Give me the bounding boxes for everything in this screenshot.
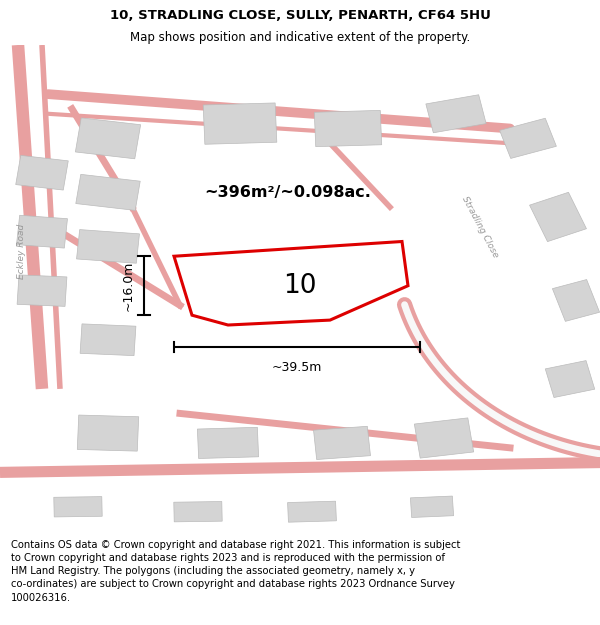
- Bar: [76, 118, 140, 159]
- Bar: [17, 275, 67, 306]
- Bar: [77, 229, 139, 263]
- Bar: [77, 415, 139, 451]
- Text: ~39.5m: ~39.5m: [272, 361, 322, 374]
- Bar: [203, 103, 277, 144]
- Text: Stradling Close: Stradling Close: [460, 194, 500, 259]
- Bar: [16, 156, 68, 190]
- Bar: [545, 361, 595, 398]
- Bar: [314, 426, 370, 459]
- Bar: [76, 174, 140, 211]
- Polygon shape: [174, 241, 408, 325]
- Bar: [54, 497, 102, 517]
- Text: Contains OS data © Crown copyright and database right 2021. This information is : Contains OS data © Crown copyright and d…: [11, 540, 460, 602]
- Text: ~396m²/~0.098ac.: ~396m²/~0.098ac.: [205, 185, 371, 200]
- Bar: [314, 111, 382, 147]
- Bar: [80, 324, 136, 356]
- Bar: [530, 192, 586, 242]
- Bar: [197, 428, 259, 459]
- Bar: [174, 501, 222, 522]
- Text: Map shows position and indicative extent of the property.: Map shows position and indicative extent…: [130, 31, 470, 44]
- Text: Eckley Road: Eckley Road: [17, 224, 25, 279]
- Text: 10: 10: [283, 272, 317, 299]
- Bar: [500, 118, 556, 158]
- Bar: [415, 418, 473, 458]
- Bar: [410, 496, 454, 518]
- Bar: [426, 95, 486, 132]
- Bar: [553, 279, 599, 321]
- Text: ~16.0m: ~16.0m: [122, 261, 135, 311]
- Text: 10, STRADLING CLOSE, SULLY, PENARTH, CF64 5HU: 10, STRADLING CLOSE, SULLY, PENARTH, CF6…: [110, 9, 490, 22]
- Bar: [17, 215, 67, 248]
- Bar: [287, 501, 337, 522]
